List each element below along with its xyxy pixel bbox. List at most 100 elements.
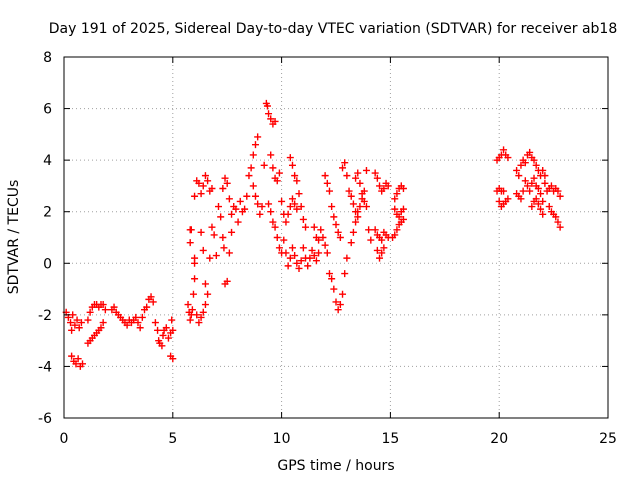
data-point xyxy=(267,151,275,159)
data-point xyxy=(495,197,503,205)
data-point xyxy=(188,306,196,314)
data-point xyxy=(219,185,227,193)
data-point xyxy=(554,218,562,226)
data-point xyxy=(278,197,286,205)
data-point xyxy=(347,192,355,200)
data-point xyxy=(373,174,381,182)
data-point xyxy=(258,203,266,211)
data-point xyxy=(206,254,214,262)
data-point xyxy=(267,208,275,216)
data-point xyxy=(228,210,236,218)
data-point xyxy=(393,226,401,234)
y-tick-label: 2 xyxy=(43,205,52,221)
data-point xyxy=(547,182,555,190)
y-tick-label: -4 xyxy=(38,359,52,375)
data-point xyxy=(195,319,203,327)
data-point xyxy=(71,321,79,329)
data-point xyxy=(515,172,523,180)
y-tick-labels: -6 -4 -2 0 2 4 6 8 xyxy=(38,50,52,427)
x-tick-label: 20 xyxy=(490,431,508,447)
data-point xyxy=(254,133,262,141)
data-point xyxy=(271,117,279,125)
data-point xyxy=(545,203,553,211)
x-tick-label: 15 xyxy=(381,431,399,447)
data-point xyxy=(288,161,296,169)
data-point xyxy=(336,234,344,241)
data-point xyxy=(517,195,525,203)
data-point xyxy=(199,308,207,316)
data-point xyxy=(245,172,253,180)
data-point xyxy=(189,290,197,298)
chart-title: Day 191 of 2025, Sidereal Day-to-day VTE… xyxy=(49,21,618,37)
data-point xyxy=(293,205,301,213)
data-point xyxy=(191,192,199,200)
data-point xyxy=(269,218,277,226)
data-point xyxy=(291,252,299,260)
data-point xyxy=(537,190,545,198)
data-point xyxy=(330,213,338,221)
data-point xyxy=(530,174,538,182)
data-point xyxy=(110,303,118,311)
y-tick-label: 0 xyxy=(43,256,52,272)
data-point xyxy=(523,182,531,190)
data-point xyxy=(358,190,366,198)
data-point xyxy=(191,275,199,283)
data-point xyxy=(280,236,288,244)
y-tick-label: 6 xyxy=(43,102,52,118)
data-point xyxy=(197,313,205,321)
data-point xyxy=(67,319,75,327)
data-point xyxy=(201,172,209,180)
data-point xyxy=(151,319,159,327)
data-point xyxy=(521,177,529,185)
data-point xyxy=(319,234,327,241)
y-tick-label: -6 xyxy=(38,411,52,427)
data-point xyxy=(86,308,94,316)
data-point xyxy=(77,319,85,327)
data-point xyxy=(330,285,338,293)
data-point xyxy=(349,228,357,236)
data-point xyxy=(247,164,255,172)
data-point xyxy=(282,249,290,257)
data-point xyxy=(537,205,545,213)
data-point xyxy=(312,257,320,265)
data-point xyxy=(532,195,540,203)
data-point xyxy=(204,290,212,298)
x-axis-label: GPS time / hours xyxy=(277,458,394,474)
data-point xyxy=(336,301,344,309)
data-point xyxy=(339,290,347,298)
data-point xyxy=(212,252,220,260)
data-point xyxy=(352,218,360,226)
data-point xyxy=(251,141,259,149)
data-point xyxy=(317,226,325,234)
data-point xyxy=(556,192,564,200)
data-point xyxy=(286,203,294,211)
x-tick-label: 0 xyxy=(60,431,69,447)
data-point xyxy=(197,228,205,236)
data-point xyxy=(291,200,299,208)
data-point xyxy=(273,234,281,241)
data-point xyxy=(328,275,336,283)
data-point xyxy=(201,280,209,288)
data-point xyxy=(73,316,81,324)
data-point xyxy=(539,210,547,218)
data-point xyxy=(232,205,240,213)
data-point xyxy=(395,213,403,221)
data-point xyxy=(286,154,294,162)
data-point xyxy=(217,213,225,221)
data-point xyxy=(269,164,277,172)
data-series xyxy=(62,99,564,370)
data-point xyxy=(219,234,227,241)
data-point xyxy=(288,244,296,252)
data-point xyxy=(513,166,521,174)
data-point xyxy=(384,182,392,190)
data-point xyxy=(552,213,560,221)
data-point xyxy=(162,324,170,332)
data-point xyxy=(134,319,142,327)
data-point xyxy=(500,146,508,154)
data-point xyxy=(271,223,279,231)
data-point xyxy=(343,172,351,180)
data-point xyxy=(334,306,342,314)
data-point xyxy=(295,264,303,272)
y-tick-label: -2 xyxy=(38,308,52,324)
data-point xyxy=(204,177,212,185)
